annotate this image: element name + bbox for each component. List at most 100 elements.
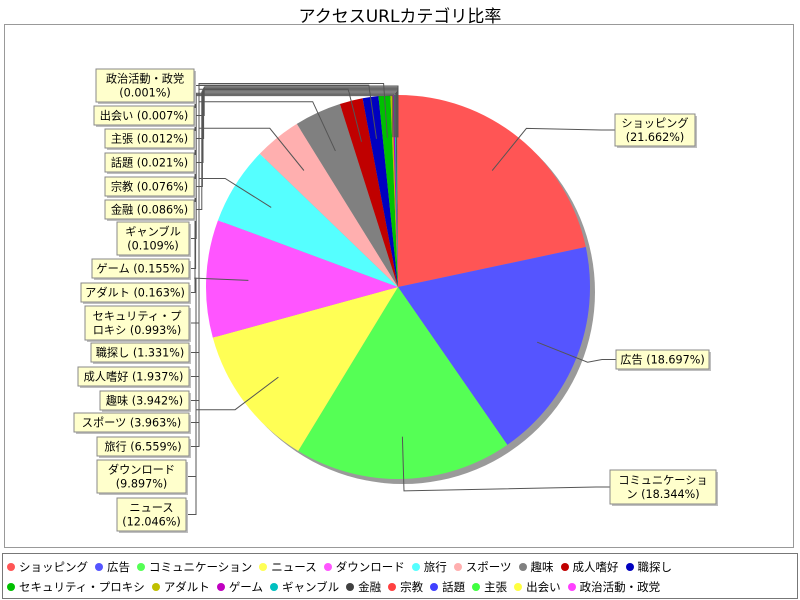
slice-label-box xyxy=(99,390,190,411)
slice-label-text: 政治活動・政党 xyxy=(106,72,184,86)
legend-label: 職探し xyxy=(637,560,673,574)
legend-item-1: 広告 xyxy=(95,557,130,577)
leader-line-19 xyxy=(194,85,399,138)
pie-slice-7 xyxy=(296,103,398,288)
legend-label: コミュニケーション xyxy=(149,560,253,574)
pie-slice-6 xyxy=(259,123,398,287)
slice-label-text: (0.109%) xyxy=(127,240,178,253)
legend-item-6: スポーツ xyxy=(453,557,512,577)
legend-swatch-icon xyxy=(514,583,523,591)
slice-label-text: (0.001%) xyxy=(119,87,170,100)
legend-label: ダウンロード xyxy=(335,560,405,574)
legend-swatch-icon xyxy=(411,563,420,571)
legend-item-5: 旅行 xyxy=(411,557,447,577)
slice-label-box xyxy=(91,258,190,279)
slice-label-box xyxy=(614,113,696,147)
slice-label-text: 旅行 (6.559%) xyxy=(104,440,181,454)
leader-line-1 xyxy=(537,341,616,363)
legend-item-18: 出会い xyxy=(514,577,561,597)
pie-chart: ショッピング(21.662%) 広告 (18.697%) コミュニケーション (18… xyxy=(73,68,718,533)
legend-label: ゲーム xyxy=(228,580,263,594)
slice-label-3: ニュース(12.046%) xyxy=(116,497,188,533)
slice-label-text: ギャンブル xyxy=(125,225,181,239)
legend-item-12: ゲーム xyxy=(216,577,263,597)
legend-swatch-icon xyxy=(567,583,576,591)
slice-label-15: 宗教 (0.076%) xyxy=(104,176,196,198)
slice-label-17: 主張 (0.012%) xyxy=(104,128,196,150)
slice-label-text: セキュリティ・プ xyxy=(93,310,182,323)
slice-label-14: 金融 (0.086%) xyxy=(104,199,196,221)
slice-label-box xyxy=(95,68,195,103)
legend-swatch-icon xyxy=(7,583,15,591)
slice-label-text: 成人嗜好 (1.937%) xyxy=(84,370,184,384)
slice-label-text: ロキシ (0.993%) xyxy=(93,324,182,337)
slice-label-text: 職探し (1.331%) xyxy=(96,346,185,360)
slice-label-box xyxy=(116,221,190,256)
legend-swatch-icon xyxy=(472,583,481,591)
slice-label-box xyxy=(90,342,190,363)
pie-slice-9 xyxy=(362,96,398,287)
slice-label-text: (9.897%) xyxy=(116,478,167,491)
slice-label-text: 金融 (0.086%) xyxy=(111,203,188,217)
legend-swatch-icon xyxy=(453,563,462,571)
slice-label-box xyxy=(93,105,195,126)
pie-slice-15 xyxy=(396,95,398,287)
slice-label-box xyxy=(84,305,190,341)
legend-label: 成人嗜好 xyxy=(572,560,619,574)
slice-label-0: ショッピング(21.662%) xyxy=(614,113,697,148)
legend-item-4: ダウンロード xyxy=(323,557,405,577)
slice-label-text: ゲーム (0.155%) xyxy=(96,263,184,276)
slice-label-4: ダウンロード(9.897%) xyxy=(96,459,188,495)
legend-label: スポーツ xyxy=(465,560,512,574)
slice-label-box xyxy=(77,366,190,387)
legend-item-8: 成人嗜好 xyxy=(560,557,619,577)
slice-label-text: 宗教 (0.076%) xyxy=(111,180,188,194)
legend-label: 話題 xyxy=(442,580,466,594)
legend-label: 金融 xyxy=(358,580,382,594)
legend-item-2: コミュニケーション xyxy=(137,557,252,577)
slice-label-text: 広告 (18.697%) xyxy=(620,354,704,367)
legend-swatch-icon xyxy=(95,563,103,571)
slice-label-text: ン (18.344%) xyxy=(626,488,699,501)
legend-item-13: ギャンブル xyxy=(269,577,340,597)
chart-title: アクセスURLカテゴリ比率 xyxy=(298,7,502,27)
slice-label-text: 話題 (0.021%) xyxy=(111,156,188,170)
legend-label: 出会い xyxy=(526,580,561,594)
leader-line-14 xyxy=(194,91,397,210)
legend-item-16: 話題 xyxy=(430,577,465,597)
legend-swatch-icon xyxy=(323,563,332,571)
slice-label-text: コミュニケーショ xyxy=(618,474,707,487)
legend-item-17: 主張 xyxy=(472,577,507,597)
legend: ショッピング 広告 コミュニケーション ニュース ダウンロード 旅行 スポーツ 趣味 成人嗜好 職… xyxy=(2,553,798,599)
legend-label: 主張 xyxy=(484,580,508,594)
legend-swatch-icon xyxy=(625,563,634,571)
legend-label: 宗教 xyxy=(400,580,424,594)
pie-slice-12 xyxy=(392,95,398,287)
slice-label-text: (12.046%) xyxy=(122,516,181,529)
slice-label-box xyxy=(615,349,710,370)
slice-label-10: セキュリティ・プロキシ (0.993%) xyxy=(84,305,191,342)
legend-item-11: アダルト xyxy=(151,577,210,597)
legend-label: ギャンブル xyxy=(281,580,340,594)
slice-label-5: 旅行 (6.559%) xyxy=(96,436,191,458)
slice-label-8: 成人嗜好 (1.937%) xyxy=(77,366,191,388)
pie-slice-0 xyxy=(398,95,586,287)
legend-item-9: 職探し xyxy=(625,557,673,577)
leader-line-13 xyxy=(189,92,397,239)
legend-label: 広告 xyxy=(107,560,130,574)
slice-label-text: 出会い (0.007%) xyxy=(100,109,189,123)
legend-swatch-icon xyxy=(151,583,160,591)
slice-label-box xyxy=(104,199,195,220)
slice-label-box xyxy=(609,469,717,505)
legend-item-0: ショッピング xyxy=(7,557,88,577)
slice-label-12: ゲーム (0.155%) xyxy=(91,258,191,280)
slice-label-6: スポーツ (3.963%) xyxy=(73,412,191,434)
legend-label: 趣味 xyxy=(530,560,554,574)
legend-item-10: セキュリティ・プロキシ xyxy=(7,577,145,597)
legend-label: セキュリティ・プロキシ xyxy=(19,580,145,594)
slice-label-19: 政治活動・政党(0.001%) xyxy=(95,68,196,104)
pie-slice-4 xyxy=(206,220,398,338)
legend-swatch-icon xyxy=(137,563,145,571)
legend-swatch-icon xyxy=(388,583,397,591)
